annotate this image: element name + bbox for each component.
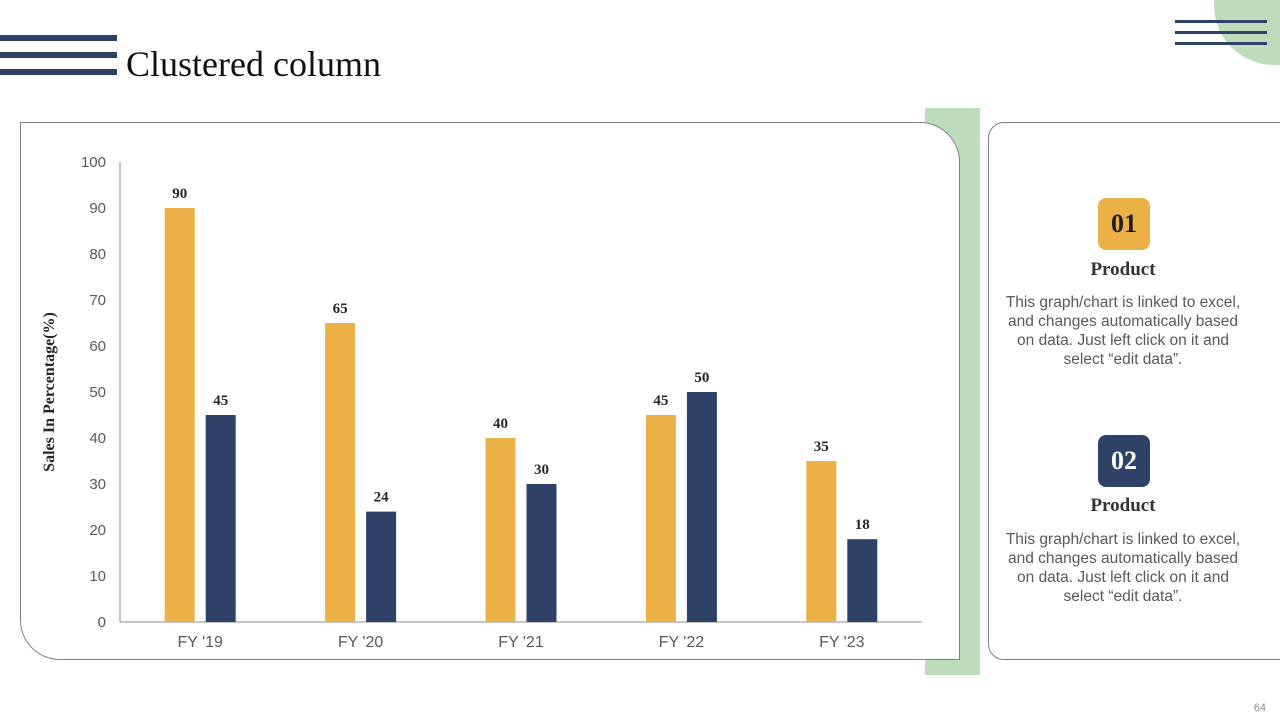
card-1-number-badge: 01 bbox=[1098, 198, 1150, 250]
y-tick-label: 0 bbox=[98, 614, 106, 631]
right-stripe-bottom bbox=[1175, 42, 1267, 45]
y-tick-label: 70 bbox=[89, 292, 106, 309]
y-tick-label: 30 bbox=[89, 476, 106, 493]
left-stripe-bottom bbox=[0, 69, 117, 75]
bar bbox=[325, 323, 356, 622]
clustered-column-chart: 0 10 20 30 40 50 60 70 80 90 100 Sales In Percentag… bbox=[41, 154, 922, 651]
bar bbox=[526, 484, 557, 622]
card-1-description: This graph/chart is linked to excel, and… bbox=[1005, 294, 1241, 368]
data-label: 90 bbox=[172, 186, 187, 202]
data-label: 30 bbox=[534, 462, 549, 478]
bar bbox=[686, 392, 717, 622]
y-tick-label: 90 bbox=[89, 200, 106, 217]
card-2-title: Product bbox=[1090, 495, 1156, 516]
x-tick-label: FY '21 bbox=[498, 634, 544, 651]
left-stripe-middle bbox=[0, 52, 117, 58]
y-axis-title: Sales In Percentage(%) bbox=[41, 312, 58, 472]
bar bbox=[806, 461, 837, 622]
card-1-title: Product bbox=[1090, 259, 1156, 280]
data-label: 50 bbox=[694, 370, 709, 386]
data-label: 45 bbox=[653, 393, 668, 409]
right-stripe-middle bbox=[1175, 31, 1267, 34]
bar bbox=[485, 438, 516, 622]
bar bbox=[164, 208, 195, 622]
bar bbox=[366, 511, 397, 622]
data-label: 24 bbox=[374, 490, 390, 506]
data-label: 40 bbox=[493, 416, 508, 432]
y-tick-label: 50 bbox=[89, 384, 106, 401]
data-label: 18 bbox=[855, 517, 870, 533]
x-tick-label: FY '22 bbox=[659, 634, 705, 651]
right-stripe-top bbox=[1175, 20, 1267, 23]
bar bbox=[645, 415, 676, 622]
page-number: 64 bbox=[1253, 702, 1266, 714]
x-tick-label: FY '23 bbox=[819, 634, 865, 651]
bar bbox=[847, 539, 878, 622]
card-2-number-badge: 02 bbox=[1098, 435, 1150, 487]
y-tick-label: 80 bbox=[89, 246, 106, 263]
data-label: 45 bbox=[213, 393, 228, 409]
bar bbox=[205, 415, 236, 622]
y-tick-label: 20 bbox=[89, 522, 106, 539]
y-tick-label: 10 bbox=[89, 568, 106, 585]
x-tick-label: FY '19 bbox=[177, 634, 223, 651]
y-tick-label: 100 bbox=[81, 154, 106, 171]
y-tick-label: 60 bbox=[89, 338, 106, 355]
data-label: 65 bbox=[333, 301, 348, 317]
slide-title: Clustered column bbox=[126, 44, 381, 84]
left-stripe-top bbox=[0, 35, 117, 41]
data-label: 35 bbox=[814, 439, 829, 455]
y-tick-label: 40 bbox=[89, 430, 106, 447]
card-2-description: This graph/chart is linked to excel, and… bbox=[1005, 531, 1241, 605]
x-tick-label: FY '20 bbox=[338, 634, 384, 651]
